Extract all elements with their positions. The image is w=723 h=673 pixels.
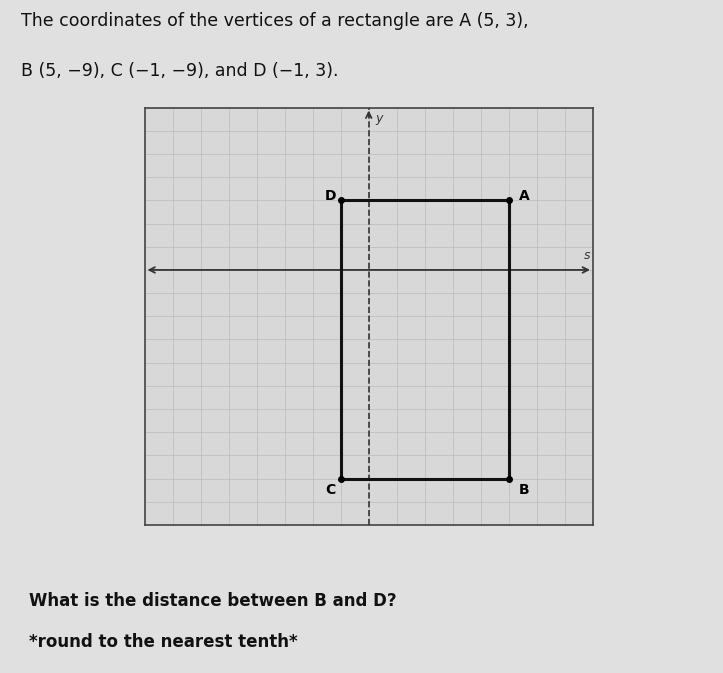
Text: B (5, −9), C (−1, −9), and D (−1, 3).: B (5, −9), C (−1, −9), and D (−1, 3). [22, 63, 339, 80]
Text: s: s [584, 249, 591, 262]
Text: A: A [518, 188, 529, 203]
Text: B: B [518, 483, 529, 497]
Text: What is the distance between B and D?: What is the distance between B and D? [29, 592, 396, 610]
Text: y: y [376, 112, 383, 125]
Text: *round to the nearest tenth*: *round to the nearest tenth* [29, 633, 298, 651]
Text: D: D [325, 188, 335, 203]
Text: C: C [325, 483, 335, 497]
Text: The coordinates of the vertices of a rectangle are A (5, 3),: The coordinates of the vertices of a rec… [22, 12, 529, 30]
